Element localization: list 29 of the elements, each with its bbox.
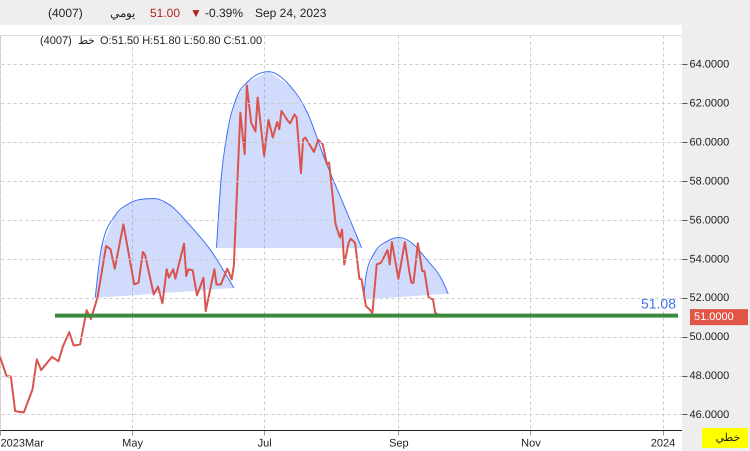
annotation: (4007) <box>40 35 72 47</box>
y-tick-label: 54.0000 <box>690 253 730 266</box>
x-tick-label: Nov <box>521 438 542 450</box>
text: ▼ <box>190 6 202 20</box>
text: -0.39% <box>205 6 244 20</box>
x-tick-label: 2024 <box>650 438 676 450</box>
y-tick-label: 58.0000 <box>690 175 730 188</box>
text: خطي <box>716 432 740 444</box>
y-tick-label: 62.0000 <box>690 98 730 110</box>
x-tick-label: May <box>122 438 144 450</box>
text: (4007) <box>48 6 83 20</box>
line-series <box>0 84 443 414</box>
y-tick-label: 46.0000 <box>690 408 730 421</box>
y-tick-label: 52.0000 <box>690 292 730 304</box>
text: 51.0000 <box>694 311 734 324</box>
text: Sep 24, 2023 <box>255 6 327 20</box>
y-tick-label: 56.0000 <box>690 214 730 226</box>
annotation: O:51.50 H:51.80 L:50.80 C:51.00 <box>100 35 262 47</box>
x-tick-label: Jul <box>258 438 272 450</box>
y-tick-label: 64.0000 <box>690 58 730 71</box>
y-tick-label: 48.0000 <box>690 370 730 382</box>
annotation: خط <box>78 35 95 47</box>
y-tick-label: 60.0000 <box>690 136 730 149</box>
y-tick-label: 50.0000 <box>690 331 730 344</box>
x-tick-label: 2023Mar <box>0 438 44 450</box>
text: 51.00 <box>150 6 180 20</box>
x-tick-label: Sep <box>389 438 409 450</box>
text: يومي <box>110 6 135 20</box>
ref-line-label: 51.08 <box>640 296 676 312</box>
